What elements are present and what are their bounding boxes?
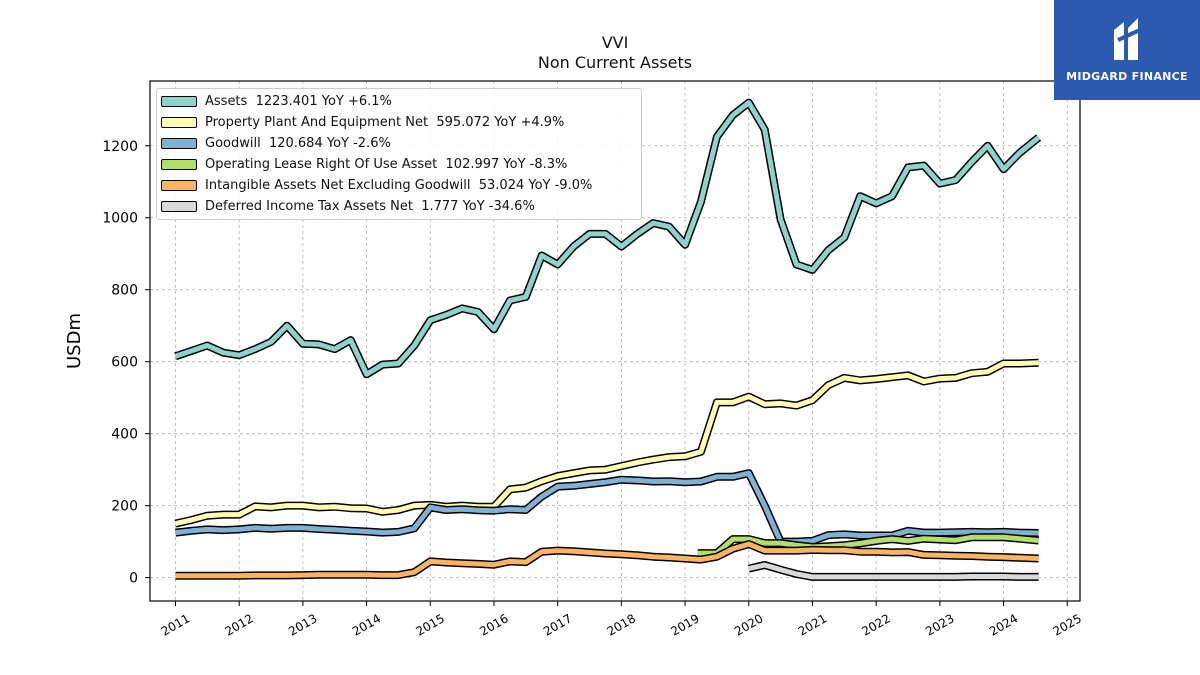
series-layer bbox=[174, 98, 1042, 581]
chart-title: VVI bbox=[601, 33, 629, 52]
x-tick-label: 2022 bbox=[859, 611, 892, 638]
x-tick-label: 2012 bbox=[222, 611, 255, 638]
series-line-operating-lease-right-of-use-asset bbox=[697, 534, 1039, 556]
logo-text: MIDGARD FINANCE bbox=[1066, 70, 1188, 83]
legend-swatch bbox=[161, 116, 197, 128]
x-tick-label: 2017 bbox=[541, 611, 574, 638]
legend-item: Assets 1223.401 YoY +6.1% bbox=[161, 92, 392, 110]
x-tick-label: 2011 bbox=[159, 611, 192, 638]
series-line-assets bbox=[174, 100, 1041, 377]
y-tick-label: 1200 bbox=[102, 139, 138, 155]
logo-mark-icon bbox=[1114, 18, 1141, 60]
x-tick-label: 2019 bbox=[668, 611, 701, 638]
y-tick-label: 0 bbox=[129, 571, 138, 587]
x-tick-label: 2024 bbox=[987, 611, 1020, 638]
legend-item: Property Plant And Equipment Net 595.072… bbox=[161, 113, 564, 131]
x-tick-label: 2015 bbox=[414, 611, 447, 638]
legend-swatch bbox=[161, 200, 197, 212]
x-tick-label: 2020 bbox=[732, 611, 765, 638]
legend-item: Goodwill 120.684 YoY -2.6% bbox=[161, 134, 391, 152]
y-tick-label: 600 bbox=[111, 355, 138, 371]
x-tick-label: 2023 bbox=[923, 611, 956, 638]
brand-logo: MIDGARD FINANCE bbox=[1054, 0, 1200, 100]
legend-item: Deferred Income Tax Assets Net 1.777 YoY… bbox=[161, 197, 535, 215]
legend-label: Deferred Income Tax Assets Net 1.777 YoY… bbox=[205, 198, 535, 214]
legend-swatch bbox=[161, 158, 197, 170]
x-tick-label: 2021 bbox=[796, 611, 829, 638]
series-line-property-plant-and-equipment-net bbox=[174, 360, 1039, 527]
x-tick-label: 2018 bbox=[605, 611, 638, 638]
legend-item: Intangible Assets Net Excluding Goodwill… bbox=[161, 176, 592, 194]
chart-subtitle: Non Current Assets bbox=[537, 53, 693, 72]
legend-swatch bbox=[161, 179, 197, 191]
legend-label: Operating Lease Right Of Use Asset 102.9… bbox=[205, 156, 568, 172]
legend-swatch bbox=[161, 137, 197, 149]
y-tick-label: 800 bbox=[111, 283, 138, 299]
legend-label: Goodwill 120.684 YoY -2.6% bbox=[205, 135, 391, 151]
series-line-intangible-assets-net-excluding-goodwill bbox=[175, 541, 1039, 579]
legend-label: Intangible Assets Net Excluding Goodwill… bbox=[205, 177, 593, 193]
legend: Assets 1223.401 YoY +6.1% Property Plant… bbox=[156, 88, 642, 220]
x-tick-label: 2014 bbox=[350, 611, 383, 638]
y-tick-label: 1000 bbox=[102, 211, 138, 227]
y-tick-label: 200 bbox=[111, 499, 138, 515]
y-tick-label: 400 bbox=[111, 427, 138, 443]
series-line-deferred-income-tax-assets-net bbox=[748, 562, 1039, 580]
y-axis-label: USDm bbox=[64, 313, 85, 369]
legend-item: Operating Lease Right Of Use Asset 102.9… bbox=[161, 155, 567, 173]
x-tick-label: 2013 bbox=[286, 611, 319, 638]
plot-frame bbox=[149, 80, 1081, 602]
x-tick-label: 2025 bbox=[1051, 611, 1084, 638]
legend-label: Assets 1223.401 YoY +6.1% bbox=[205, 93, 392, 109]
x-tick-label: 2016 bbox=[477, 611, 510, 638]
legend-label: Property Plant And Equipment Net 595.072… bbox=[205, 114, 565, 130]
legend-swatch bbox=[161, 95, 197, 107]
